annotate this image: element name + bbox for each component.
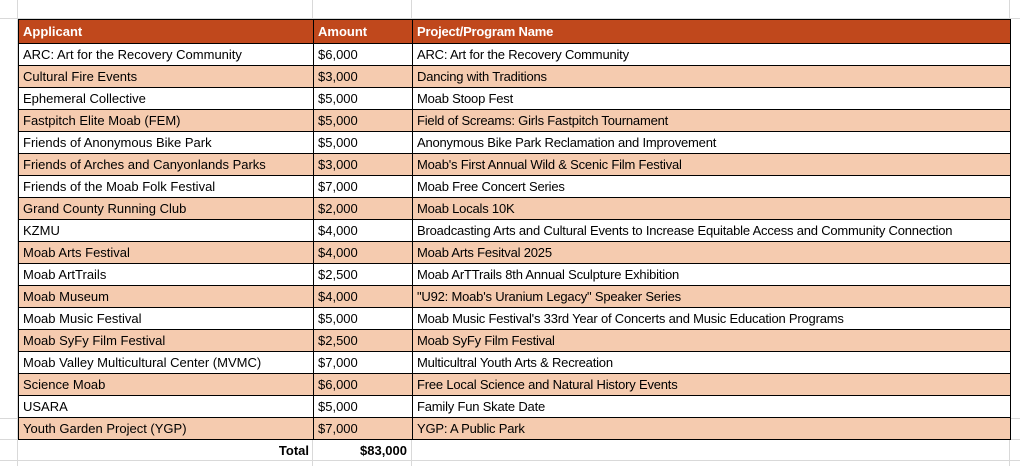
cell-applicant[interactable]: Youth Garden Project (YGP)	[18, 417, 314, 440]
column-header-project[interactable]: Project/Program Name	[412, 19, 1011, 44]
cell-applicant[interactable]: Moab SyFy Film Festival	[18, 329, 314, 352]
cell-project[interactable]: Moab's First Annual Wild & Scenic Film F…	[412, 153, 1011, 176]
cell-project[interactable]: Moab ArTTrails 8th Annual Sculpture Exhi…	[412, 263, 1011, 286]
cell-applicant[interactable]: Cultural Fire Events	[18, 65, 314, 88]
table-row[interactable]: Moab Arts Festival $4,000 Moab Arts Fesitv…	[18, 241, 1011, 264]
sheet-gridline-row	[0, 460, 1020, 461]
cell-amount[interactable]: $2,000	[313, 197, 413, 220]
table-header: Applicant Amount Project/Program Name	[18, 19, 1011, 44]
cell-amount[interactable]: $3,000	[313, 153, 413, 176]
cell-applicant[interactable]: Ephemeral Collective	[18, 87, 314, 110]
sheet-gridline-row	[0, 439, 1020, 440]
cell-project[interactable]: Moab SyFy Film Festival	[412, 329, 1011, 352]
cell-applicant[interactable]: Moab Valley Multicultural Center (MVMC)	[18, 351, 314, 374]
cell-applicant[interactable]: Science Moab	[18, 373, 314, 396]
table-row[interactable]: Grand County Running Club $2,000 Moab Loca…	[18, 197, 1011, 220]
cell-applicant[interactable]: USARA	[18, 395, 314, 418]
cell-amount[interactable]: $2,500	[313, 329, 413, 352]
table-row[interactable]: KZMU $4,000 Broadcasting Arts and Cultural…	[18, 219, 1011, 242]
cell-amount[interactable]: $7,000	[313, 175, 413, 198]
cell-applicant[interactable]: Friends of Anonymous Bike Park	[18, 131, 314, 154]
table-row[interactable]: Science Moab $6,000 Free Local Science and…	[18, 373, 1011, 396]
cell-project[interactable]: Broadcasting Arts and Cultural Events to…	[412, 219, 1011, 242]
cell-project[interactable]: Moab Arts Fesitval 2025	[412, 241, 1011, 264]
cell-applicant[interactable]: KZMU	[18, 219, 314, 242]
cell-applicant[interactable]: Moab Music Festival	[18, 307, 314, 330]
cell-amount[interactable]: $5,000	[313, 109, 413, 132]
table-row[interactable]: Fastpitch Elite Moab (FEM) $5,000 Field of…	[18, 109, 1011, 132]
table-row[interactable]: Moab Music Festival $5,000 Moab Music Fest…	[18, 307, 1011, 330]
cell-amount[interactable]: $6,000	[313, 43, 413, 66]
total-label: Total	[278, 443, 309, 458]
cell-amount[interactable]: $3,000	[313, 65, 413, 88]
cell-project[interactable]: YGP: A Public Park	[412, 417, 1011, 440]
cell-project[interactable]: ARC: Art for the Recovery Community	[412, 43, 1011, 66]
table-row[interactable]: ARC: Art for the Recovery Community $6,00…	[18, 43, 1011, 66]
cell-amount[interactable]: $4,000	[313, 219, 413, 242]
cell-amount[interactable]: $4,000	[313, 241, 413, 264]
column-header-amount[interactable]: Amount	[313, 19, 413, 44]
table-header-row: Applicant Amount Project/Program Name	[18, 19, 1011, 44]
table-row[interactable]: Moab Valley Multicultural Center (MVMC) $…	[18, 351, 1011, 374]
column-header-applicant[interactable]: Applicant	[18, 19, 314, 44]
cell-amount[interactable]: $5,000	[313, 395, 413, 418]
table-row[interactable]: Moab Museum $4,000 "U92: Moab's Uranium Le…	[18, 285, 1011, 308]
cell-applicant[interactable]: Moab Arts Festival	[18, 241, 314, 264]
table-row[interactable]: Cultural Fire Events $3,000 Dancing with T…	[18, 65, 1011, 88]
table-row[interactable]: USARA $5,000 Family Fun Skate Date	[18, 395, 1011, 418]
cell-project[interactable]: Dancing with Traditions	[412, 65, 1011, 88]
cell-amount[interactable]: $5,000	[313, 307, 413, 330]
cell-applicant[interactable]: Grand County Running Club	[18, 197, 314, 220]
table-row[interactable]: Friends of Arches and Canyonlands Parks $…	[18, 153, 1011, 176]
cell-project[interactable]: Family Fun Skate Date	[412, 395, 1011, 418]
cell-applicant[interactable]: Friends of the Moab Folk Festival	[18, 175, 314, 198]
cell-applicant[interactable]: Moab ArtTrails	[18, 263, 314, 286]
cell-amount[interactable]: $7,000	[313, 417, 413, 440]
grant-awards-table: Applicant Amount Project/Program Name AR…	[18, 19, 1011, 440]
cell-amount[interactable]: $2,500	[313, 263, 413, 286]
table-body: ARC: Art for the Recovery Community $6,00…	[18, 43, 1011, 440]
table-row[interactable]: Moab SyFy Film Festival $2,500 Moab SyFy F…	[18, 329, 1011, 352]
total-row: Total $83,000	[18, 440, 412, 461]
sheet-gridline-col	[17, 0, 18, 466]
cell-amount[interactable]: $4,000	[313, 285, 413, 308]
cell-project[interactable]: Anonymous Bike Park Reclamation and Impr…	[412, 131, 1011, 154]
cell-project[interactable]: Moab Locals 10K	[412, 197, 1011, 220]
cell-applicant[interactable]: ARC: Art for the Recovery Community	[18, 43, 314, 66]
cell-applicant[interactable]: Friends of Arches and Canyonlands Parks	[18, 153, 314, 176]
cell-applicant[interactable]: Fastpitch Elite Moab (FEM)	[18, 109, 314, 132]
cell-project[interactable]: Multicultral Youth Arts & Recreation	[412, 351, 1011, 374]
cell-amount[interactable]: $7,000	[313, 351, 413, 374]
total-amount-value: $83,000	[360, 443, 407, 458]
cell-amount[interactable]: $5,000	[313, 131, 413, 154]
cell-project[interactable]: Moab Music Festival's 33rd Year of Conce…	[412, 307, 1011, 330]
table-row[interactable]: Ephemeral Collective $5,000 Moab Stoop Fes…	[18, 87, 1011, 110]
table-row[interactable]: Youth Garden Project (YGP) $7,000 YGP: A P…	[18, 417, 1011, 440]
cell-project[interactable]: Moab Free Concert Series	[412, 175, 1011, 198]
cell-amount[interactable]: $5,000	[313, 87, 413, 110]
cell-applicant[interactable]: Moab Museum	[18, 285, 314, 308]
cell-project[interactable]: "U92: Moab's Uranium Legacy" Speaker Ser…	[412, 285, 1011, 308]
cell-project[interactable]: Moab Stoop Fest	[412, 87, 1011, 110]
sheet-gridline-row	[0, 18, 1020, 19]
table-row[interactable]: Friends of the Moab Folk Festival $7,000 M…	[18, 175, 1011, 198]
table-row[interactable]: Friends of Anonymous Bike Park $5,000 Anon…	[18, 131, 1011, 154]
cell-project[interactable]: Field of Screams: Girls Fastpitch Tourna…	[412, 109, 1011, 132]
table-row[interactable]: Moab ArtTrails $2,500 Moab ArTTrails 8th A…	[18, 263, 1011, 286]
cell-project[interactable]: Free Local Science and Natural History E…	[412, 373, 1011, 396]
cell-amount[interactable]: $6,000	[313, 373, 413, 396]
